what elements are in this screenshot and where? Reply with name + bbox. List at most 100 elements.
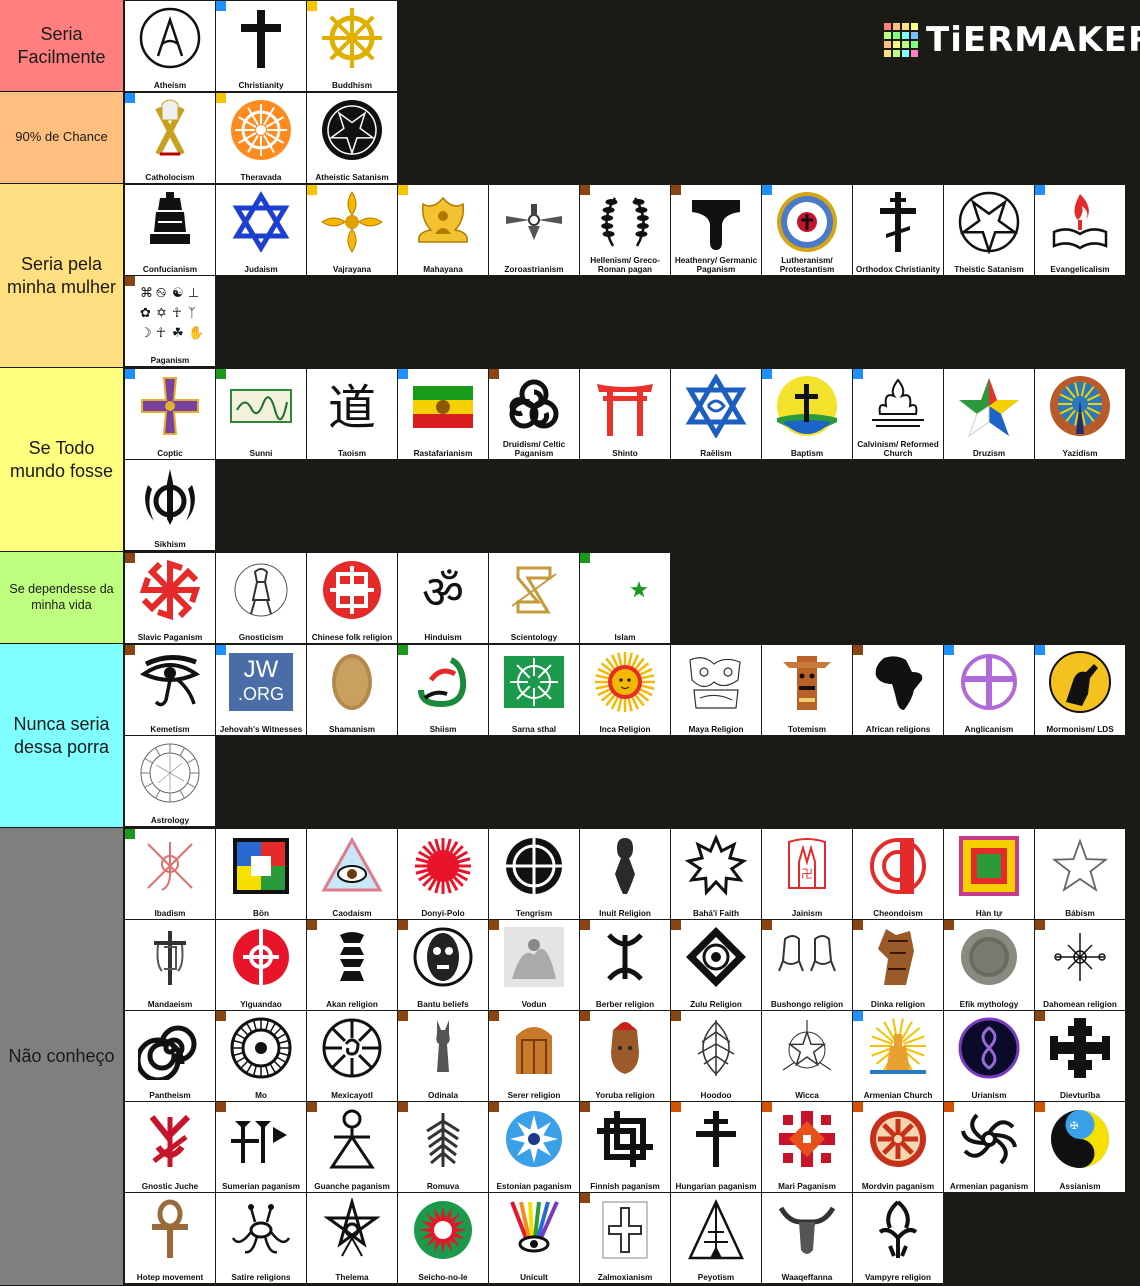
tier-item[interactable]: Urianism xyxy=(944,1011,1034,1101)
tier-item[interactable]: Christianity xyxy=(216,1,306,91)
tier-item[interactable]: Druidism/ Celtic Paganism xyxy=(489,369,579,459)
tier-item[interactable]: Slavic Paganism xyxy=(125,553,215,643)
tier-label[interactable]: Nunca seria dessa porra xyxy=(0,644,123,827)
tier-item[interactable]: Hellenism/ Greco-Roman pagan xyxy=(580,185,670,275)
tier-label[interactable]: Se dependesse da minha vida xyxy=(0,552,123,643)
tier-item[interactable]: Bön xyxy=(216,829,306,919)
tier-item[interactable]: Caodaism xyxy=(307,829,397,919)
tier-item[interactable]: Hàn tự xyxy=(944,829,1034,919)
tier-item[interactable]: Hotep movement xyxy=(125,1193,215,1283)
tier-item[interactable]: Dahomean religion xyxy=(1035,920,1125,1010)
tier-item[interactable]: Druzism xyxy=(944,369,1034,459)
tier-item[interactable]: Unicult xyxy=(489,1193,579,1283)
tier-item[interactable]: Peyotism xyxy=(671,1193,761,1283)
tier-item[interactable]: Efik mythology xyxy=(944,920,1034,1010)
tier-item[interactable]: Zulu Religion xyxy=(671,920,761,1010)
tier-item[interactable]: Shinto xyxy=(580,369,670,459)
tier-item[interactable]: Yiguandao xyxy=(216,920,306,1010)
tier-item[interactable]: Inca Religion xyxy=(580,645,670,735)
tier-item[interactable]: Totemism xyxy=(762,645,852,735)
tier-item[interactable]: Maya Religion xyxy=(671,645,761,735)
tier-item[interactable]: Odinala xyxy=(398,1011,488,1101)
tier-item[interactable]: Rastafarianism xyxy=(398,369,488,459)
tier-item[interactable]: Satire religions xyxy=(216,1193,306,1283)
tier-item[interactable]: Sumerian paganism xyxy=(216,1102,306,1192)
tier-item[interactable]: Calvinism/ Reformed Church xyxy=(853,369,943,459)
tier-item[interactable]: Atheism xyxy=(125,1,215,91)
tier-item[interactable]: Finnish paganism xyxy=(580,1102,670,1192)
tier-item[interactable]: Mordvin paganism xyxy=(853,1102,943,1192)
tier-item[interactable]: Gnosticism xyxy=(216,553,306,643)
tier-item[interactable]: Scientology xyxy=(489,553,579,643)
tier-item[interactable]: Yoruba religion xyxy=(580,1011,670,1101)
tier-item[interactable]: Judaism xyxy=(216,185,306,275)
tier-item[interactable]: Sunni xyxy=(216,369,306,459)
tier-item[interactable]: Mexicayotl xyxy=(307,1011,397,1101)
tier-item[interactable]: 道 Taoism xyxy=(307,369,397,459)
tier-item[interactable]: Armenian paganism xyxy=(944,1102,1034,1192)
tier-item[interactable]: Sarna sthal xyxy=(489,645,579,735)
tier-label[interactable]: 90% de Chance xyxy=(0,92,123,183)
tier-item[interactable]: Shiism xyxy=(398,645,488,735)
tier-item[interactable]: 卍 Jainism xyxy=(762,829,852,919)
tier-item[interactable]: Heathenry/ Germanic Paganism xyxy=(671,185,761,275)
tier-item[interactable]: African religions xyxy=(853,645,943,735)
tier-item[interactable]: Anglicanism xyxy=(944,645,1034,735)
tier-item[interactable]: Inuit Religion xyxy=(580,829,670,919)
tier-item[interactable]: Wicca xyxy=(762,1011,852,1101)
tier-item[interactable]: Gnostic Juche xyxy=(125,1102,215,1192)
tier-item[interactable]: Sikhism xyxy=(125,460,215,550)
tier-item[interactable]: Serer religion xyxy=(489,1011,579,1101)
tier-item[interactable]: Kemetism xyxy=(125,645,215,735)
tier-item[interactable]: Raëlism xyxy=(671,369,761,459)
tier-item[interactable]: ✠ Assianism xyxy=(1035,1102,1125,1192)
tier-label[interactable]: Não conheço xyxy=(0,828,123,1285)
tier-item[interactable]: Zoroastrianism xyxy=(489,185,579,275)
tier-item[interactable]: Thelema xyxy=(307,1193,397,1283)
tier-item[interactable]: Mo xyxy=(216,1011,306,1101)
tier-label[interactable]: Se Todo mundo fosse xyxy=(0,368,123,551)
tier-item[interactable]: Dievturība xyxy=(1035,1011,1125,1101)
tier-item[interactable]: Yazidism xyxy=(1035,369,1125,459)
tier-item[interactable]: Pantheism xyxy=(125,1011,215,1101)
tier-item[interactable]: Bahá'í Faith xyxy=(671,829,761,919)
tier-item[interactable]: Hungarian paganism xyxy=(671,1102,761,1192)
tier-item[interactable]: Seicho-no-Ie xyxy=(398,1193,488,1283)
tier-item[interactable]: Cheondoism xyxy=(853,829,943,919)
tier-item[interactable]: Lutheranism/ Protestantism xyxy=(762,185,852,275)
tier-item[interactable]: ⌘ ࿊ ☯ ⊥ ✿ ✡ ☥ ᛉ ☽ ☥ ☘ ✋ Paganism xyxy=(125,276,215,366)
tier-item[interactable]: Donyi-Polo xyxy=(398,829,488,919)
tier-item[interactable]: Vajrayana xyxy=(307,185,397,275)
tier-item[interactable]: Baptism xyxy=(762,369,852,459)
tier-item[interactable]: Vodun xyxy=(489,920,579,1010)
tier-item[interactable]: Mahayana xyxy=(398,185,488,275)
tier-item[interactable]: Armenian Church xyxy=(853,1011,943,1101)
tier-item[interactable]: Orthodox Christianity xyxy=(853,185,943,275)
tier-item[interactable]: JW .ORG Jehovah's Witnesses xyxy=(216,645,306,735)
tier-item[interactable]: Evangelicalism xyxy=(1035,185,1125,275)
tier-label[interactable]: Seria Facilmente xyxy=(0,0,123,91)
tier-item[interactable]: Waaqeffanna xyxy=(762,1193,852,1283)
tier-item[interactable]: Shamanism xyxy=(307,645,397,735)
tier-item[interactable]: Romuva xyxy=(398,1102,488,1192)
tier-label[interactable]: Seria pela minha mulher xyxy=(0,184,123,367)
tier-item[interactable]: Chinese folk religion xyxy=(307,553,397,643)
tier-item[interactable]: Buddhism xyxy=(307,1,397,91)
tier-item[interactable]: Estonian paganism xyxy=(489,1102,579,1192)
tier-item[interactable]: Zalmoxianism xyxy=(580,1193,670,1283)
tier-item[interactable]: Islam xyxy=(580,553,670,643)
tier-item[interactable]: Confucianism xyxy=(125,185,215,275)
tier-item[interactable]: Catholocism xyxy=(125,93,215,183)
tier-item[interactable]: Tengrism xyxy=(489,829,579,919)
tier-item[interactable]: Hoodoo xyxy=(671,1011,761,1101)
tier-item[interactable]: Ibadism xyxy=(125,829,215,919)
tier-item[interactable]: Atheistic Satanism xyxy=(307,93,397,183)
tier-item[interactable]: Bábism xyxy=(1035,829,1125,919)
tier-item[interactable]: Vampyre religion xyxy=(853,1193,943,1283)
tier-item[interactable]: Akan religion xyxy=(307,920,397,1010)
tier-item[interactable]: Mormonism/ LDS xyxy=(1035,645,1125,735)
tiermaker-logo[interactable]: TiERMAKER xyxy=(884,20,1140,60)
tier-item[interactable]: Mandaeism xyxy=(125,920,215,1010)
tier-item[interactable]: ॐ Hinduism xyxy=(398,553,488,643)
tier-item[interactable]: Guanche paganism xyxy=(307,1102,397,1192)
